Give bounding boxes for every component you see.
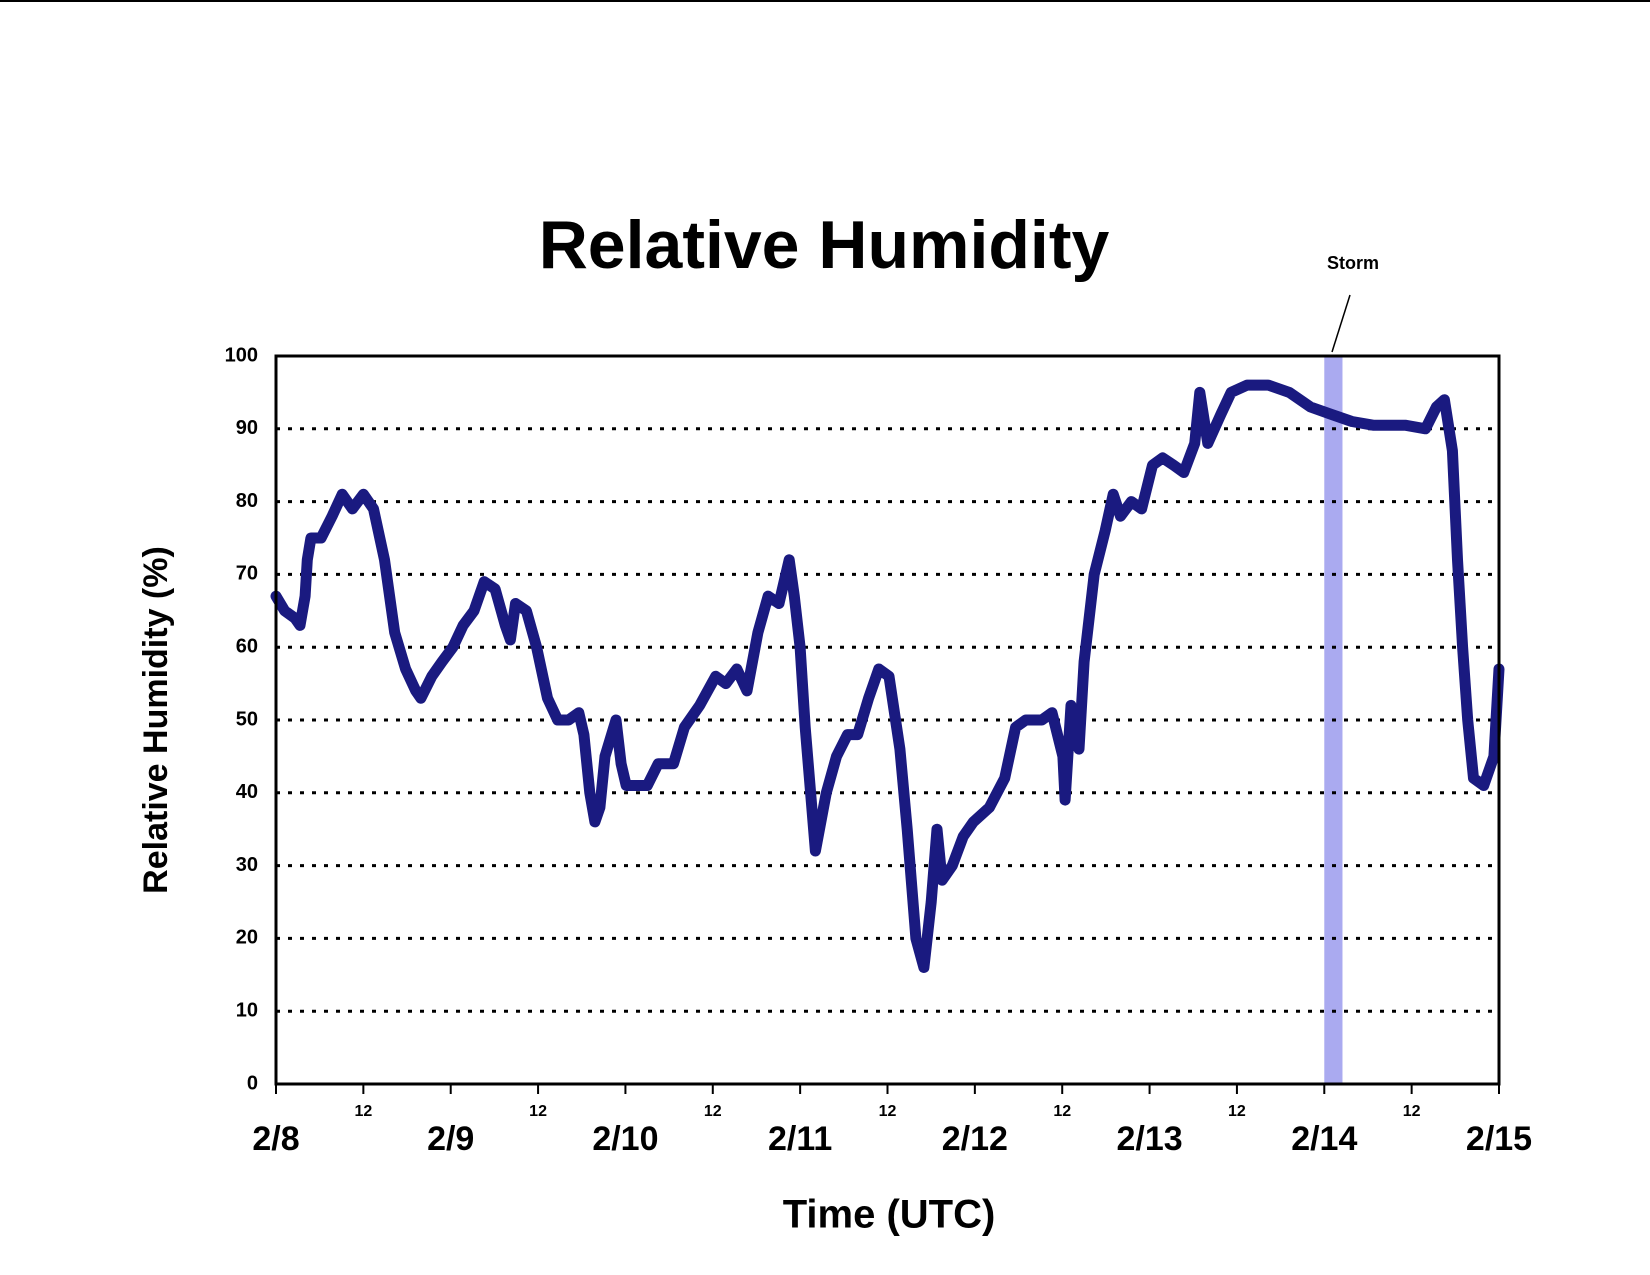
x-tick-label: 2/12	[942, 1120, 1008, 1158]
x-tick-label: 12	[1403, 1103, 1421, 1120]
x-tick-label: 12	[879, 1103, 897, 1120]
x-tick-label: 12	[704, 1103, 722, 1120]
chart-title: Relative Humidity	[539, 207, 1110, 283]
x-tick-label: 2/10	[592, 1120, 658, 1158]
y-tick-label: 70	[236, 563, 258, 585]
plot-frame	[274, 354, 1501, 1086]
y-tick-label: 60	[236, 635, 258, 657]
data-line	[270, 379, 1505, 973]
x-tick-label: 12	[1228, 1103, 1246, 1120]
annotation-leader	[1331, 294, 1351, 353]
x-tick-label: 2/8	[252, 1120, 299, 1158]
y-tick-label: 30	[236, 854, 258, 876]
y-tick-label: 80	[236, 490, 258, 512]
y-axis-label: Relative Humidity (%)	[137, 546, 175, 894]
y-tick-label: 20	[236, 927, 258, 949]
y-tick-label: 10	[236, 999, 258, 1021]
x-axis-label: Time (UTC)	[783, 1193, 996, 1237]
x-tick-label: 12	[1053, 1103, 1071, 1120]
y-tick-label: 90	[236, 417, 258, 439]
storm-annotation: Storm	[1327, 253, 1379, 273]
x-tick-label: 2/15	[1466, 1120, 1532, 1158]
x-tick-label: 2/11	[768, 1120, 832, 1158]
y-tick-label: 50	[236, 708, 258, 730]
y-tick-label: 0	[247, 1072, 258, 1094]
x-tick-label: 2/9	[427, 1120, 474, 1158]
x-tick-label: 2/14	[1291, 1120, 1357, 1158]
y-tick-label: 100	[225, 344, 258, 366]
x-tick-label: 12	[354, 1103, 372, 1120]
x-tick-label: 2/13	[1116, 1120, 1182, 1158]
y-tick-label: 40	[236, 781, 258, 803]
x-tick-label: 12	[529, 1103, 547, 1120]
